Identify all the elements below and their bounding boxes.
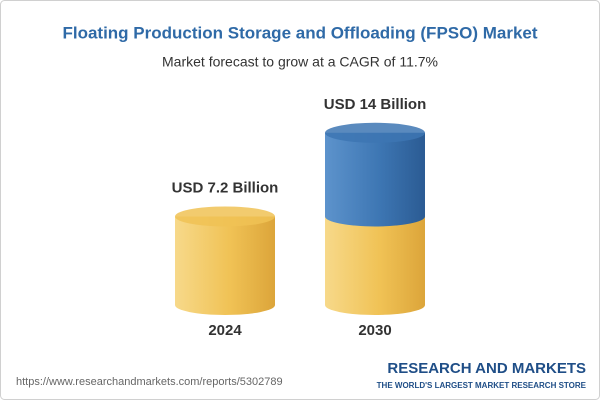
cylinder-top	[325, 122, 425, 143]
category-label: 2024	[208, 322, 242, 339]
value-label: USD 14 Billion	[324, 96, 427, 113]
chart-subtitle: Market forecast to grow at a CAGR of 11.…	[162, 54, 438, 70]
brand: RESEARCH AND MARKETS	[387, 360, 586, 377]
source-url: https://www.researchandmarkets.com/repor…	[16, 376, 283, 388]
cylinder-top	[175, 206, 275, 227]
chart-title: Floating Production Storage and Offloadi…	[62, 23, 537, 42]
cylinder-body	[325, 132, 425, 227]
value-label: USD 7.2 Billion	[172, 179, 279, 196]
category-label: 2030	[358, 322, 391, 339]
cylinder-body	[175, 216, 275, 315]
cylinder-body	[325, 216, 425, 315]
tagline: THE WORLD'S LARGEST MARKET RESEARCH STOR…	[377, 381, 587, 390]
